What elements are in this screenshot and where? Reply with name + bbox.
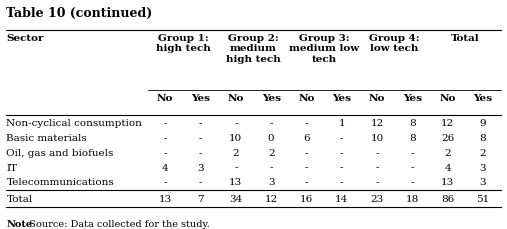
Text: 10: 10 bbox=[371, 134, 384, 143]
Text: 12: 12 bbox=[371, 119, 384, 128]
Text: 7: 7 bbox=[197, 195, 204, 204]
Text: 2: 2 bbox=[480, 149, 486, 158]
Text: Group 4:
low tech: Group 4: low tech bbox=[370, 34, 420, 53]
Text: -: - bbox=[305, 178, 308, 187]
Text: No: No bbox=[228, 94, 244, 103]
Text: Total: Total bbox=[451, 34, 480, 43]
Text: -: - bbox=[305, 149, 308, 158]
Text: Group 2:
medium
high tech: Group 2: medium high tech bbox=[226, 34, 281, 64]
Text: -: - bbox=[164, 149, 167, 158]
Text: 2: 2 bbox=[444, 149, 451, 158]
Text: Sector: Sector bbox=[7, 34, 44, 43]
Text: 3: 3 bbox=[480, 178, 486, 187]
Text: -: - bbox=[269, 164, 273, 172]
Text: -: - bbox=[234, 119, 238, 128]
Text: -: - bbox=[411, 149, 414, 158]
Text: Telecommunications: Telecommunications bbox=[7, 178, 114, 187]
Text: 4: 4 bbox=[162, 164, 168, 172]
Text: 13: 13 bbox=[441, 178, 454, 187]
Text: 34: 34 bbox=[229, 195, 242, 204]
Text: 13: 13 bbox=[159, 195, 172, 204]
Text: Yes: Yes bbox=[403, 94, 422, 103]
Text: No: No bbox=[440, 94, 456, 103]
Text: Yes: Yes bbox=[474, 94, 492, 103]
Text: Non-cyclical consumption: Non-cyclical consumption bbox=[7, 119, 142, 128]
Text: 18: 18 bbox=[406, 195, 419, 204]
Text: -: - bbox=[199, 149, 202, 158]
Text: Total: Total bbox=[7, 195, 32, 204]
Text: -: - bbox=[340, 149, 343, 158]
Text: Group 3:
medium low
tech: Group 3: medium low tech bbox=[289, 34, 359, 64]
Text: -: - bbox=[269, 119, 273, 128]
Text: Table 10 (continued): Table 10 (continued) bbox=[7, 7, 153, 20]
Text: 9: 9 bbox=[480, 119, 486, 128]
Text: -: - bbox=[234, 164, 238, 172]
Text: -: - bbox=[340, 134, 343, 143]
Text: 0: 0 bbox=[268, 134, 274, 143]
Text: 12: 12 bbox=[265, 195, 278, 204]
Text: Basic materials: Basic materials bbox=[7, 134, 87, 143]
Text: 3: 3 bbox=[197, 164, 204, 172]
Text: Yes: Yes bbox=[262, 94, 281, 103]
Text: -: - bbox=[340, 178, 343, 187]
Text: 12: 12 bbox=[441, 119, 454, 128]
Text: 16: 16 bbox=[300, 195, 313, 204]
Text: -: - bbox=[164, 178, 167, 187]
Text: IT: IT bbox=[7, 164, 18, 172]
Text: -: - bbox=[340, 164, 343, 172]
Text: -: - bbox=[164, 119, 167, 128]
Text: . Source: Data collected for the study.: . Source: Data collected for the study. bbox=[23, 220, 210, 229]
Text: -: - bbox=[199, 178, 202, 187]
Text: 10: 10 bbox=[229, 134, 242, 143]
Text: 6: 6 bbox=[303, 134, 310, 143]
Text: 2: 2 bbox=[233, 149, 239, 158]
Text: No: No bbox=[157, 94, 173, 103]
Text: -: - bbox=[199, 119, 202, 128]
Text: No: No bbox=[298, 94, 315, 103]
Text: -: - bbox=[199, 134, 202, 143]
Text: 8: 8 bbox=[409, 119, 416, 128]
Text: -: - bbox=[305, 164, 308, 172]
Text: 1: 1 bbox=[339, 119, 345, 128]
Text: -: - bbox=[164, 134, 167, 143]
Text: 2: 2 bbox=[268, 149, 274, 158]
Text: 8: 8 bbox=[409, 134, 416, 143]
Text: Yes: Yes bbox=[332, 94, 351, 103]
Text: Note: Note bbox=[7, 220, 32, 229]
Text: -: - bbox=[375, 178, 379, 187]
Text: 86: 86 bbox=[441, 195, 454, 204]
Text: No: No bbox=[369, 94, 385, 103]
Text: 3: 3 bbox=[480, 164, 486, 172]
Text: -: - bbox=[375, 164, 379, 172]
Text: Oil, gas and biofuels: Oil, gas and biofuels bbox=[7, 149, 114, 158]
Text: Yes: Yes bbox=[191, 94, 210, 103]
Text: Group 1:
high tech: Group 1: high tech bbox=[156, 34, 210, 53]
Text: 23: 23 bbox=[371, 195, 384, 204]
Text: -: - bbox=[411, 164, 414, 172]
Text: 3: 3 bbox=[268, 178, 274, 187]
Text: 8: 8 bbox=[480, 134, 486, 143]
Text: -: - bbox=[375, 149, 379, 158]
Text: 4: 4 bbox=[444, 164, 451, 172]
Text: 14: 14 bbox=[335, 195, 348, 204]
Text: -: - bbox=[411, 178, 414, 187]
Text: 51: 51 bbox=[476, 195, 490, 204]
Text: 13: 13 bbox=[229, 178, 242, 187]
Text: 26: 26 bbox=[441, 134, 454, 143]
Text: -: - bbox=[305, 119, 308, 128]
